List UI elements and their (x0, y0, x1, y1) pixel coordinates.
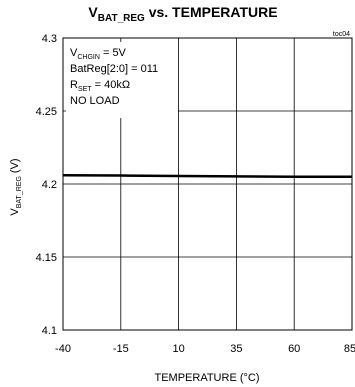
y-tick-label: 4.2 (42, 179, 57, 191)
y-tick-label: 4.1 (42, 325, 57, 337)
x-tick-label: -15 (113, 343, 129, 355)
x-tick-label: 85 (344, 343, 355, 355)
x-tick-labels: -40 -15 10 35 60 85 (55, 343, 355, 355)
y-axis-label-rest: (V) (9, 158, 21, 176)
y-tick-label: 4.15 (36, 252, 57, 264)
x-tick-label: 10 (172, 343, 184, 355)
chart-title-main: V (88, 4, 98, 20)
condition-line: NO LOAD (70, 95, 120, 107)
conditions-box (66, 42, 178, 118)
y-axis-label-sub: BAT_REG (16, 176, 23, 208)
chart-title-sub: BAT_REG (98, 13, 145, 24)
series-layer (62, 173, 352, 178)
y-tick-label: 4.25 (36, 106, 57, 118)
y-tick-labels: 4.1 4.15 4.2 4.25 4.3 (36, 33, 57, 337)
chart-title: VBAT_REG vs. TEMPERATURE (88, 4, 277, 24)
y-tick-label: 4.3 (42, 33, 57, 45)
condition-line: BatReg[2:0] = 011 (70, 63, 158, 75)
chart-title-rest: vs. TEMPERATURE (145, 4, 278, 20)
condition-line: VCHGIN = 5V (70, 47, 127, 61)
x-tick-label: 60 (288, 343, 300, 355)
y-axis-label: VBAT_REG (V) (9, 158, 23, 215)
x-tick-label: 35 (230, 343, 242, 355)
x-axis-label: TEMPERATURE (°C) (154, 372, 259, 384)
series-line (62, 173, 352, 178)
condition-line: RSET = 40kΩ (70, 79, 130, 93)
x-tick-label: -40 (55, 343, 71, 355)
y-axis-label-main: V (9, 208, 21, 216)
figure-tag: toc04 (333, 31, 350, 38)
grid (63, 38, 352, 330)
conditions-block: VCHGIN = 5V BatReg[2:0] = 011 RSET = 40kΩ N… (70, 47, 158, 107)
